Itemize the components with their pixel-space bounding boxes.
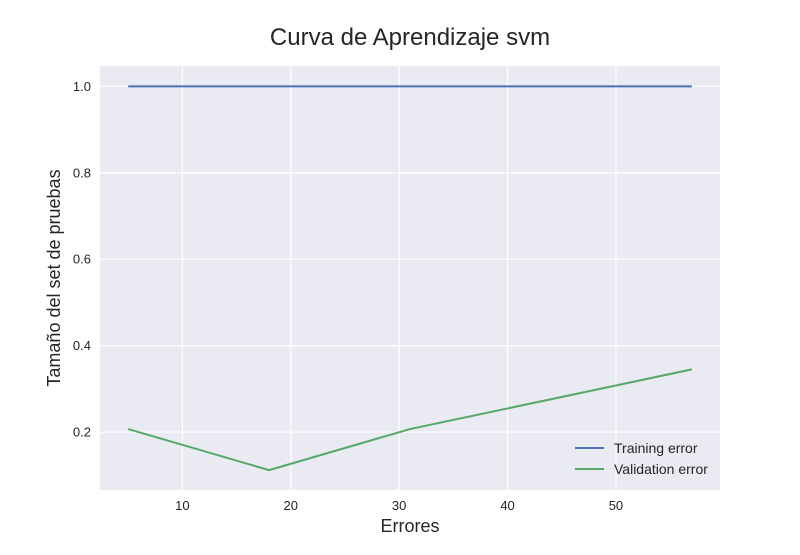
y-axis-label: Tamaño del set de pruebas [44, 169, 64, 386]
y-tick-label: 0.4 [73, 338, 91, 353]
x-tick-label: 10 [175, 498, 189, 513]
y-tick-label: 0.8 [73, 165, 91, 180]
validation-error-line [127, 368, 693, 472]
x-axis-label: Errores [380, 516, 439, 536]
tick-labels: 10 20 30 40 50 0.2 0.4 0.6 0.8 1.0 [73, 79, 623, 513]
training-error-legend-label: Training error [614, 440, 698, 456]
validation-error-legend-label: Validation error [614, 461, 708, 477]
legend: Training error Validation error [575, 440, 708, 477]
x-tick-label: 20 [284, 498, 298, 513]
x-tick-label: 30 [392, 498, 406, 513]
y-tick-label: 1.0 [73, 79, 91, 94]
y-tick-label: 0.6 [73, 252, 91, 267]
chart-title: Curva de Aprendizaje svm [270, 24, 550, 51]
x-tick-label: 50 [609, 498, 623, 513]
series-lines [127, 85, 693, 472]
x-tick-label: 40 [500, 498, 514, 513]
y-tick-label: 0.2 [73, 425, 91, 440]
plot-area [100, 66, 720, 490]
